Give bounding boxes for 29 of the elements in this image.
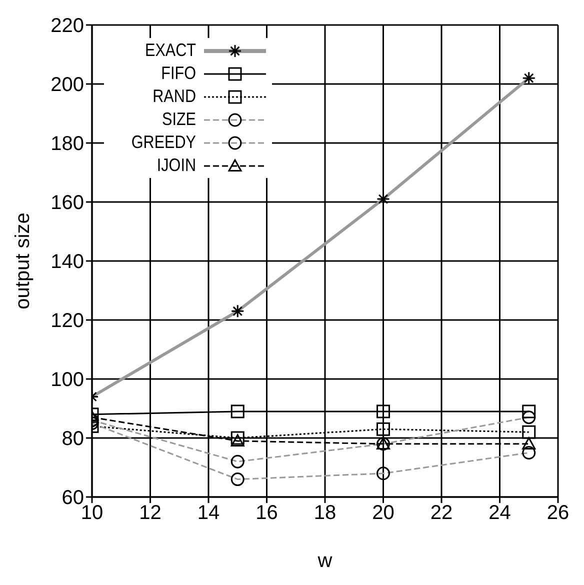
- x-tick-label: 18: [314, 502, 336, 524]
- x-axis-title: w: [316, 550, 333, 572]
- legend-label: EXACT: [144, 40, 196, 61]
- y-tick-label: 80: [62, 428, 84, 450]
- point: [522, 425, 536, 439]
- y-tick-label: 120: [50, 310, 84, 332]
- x-tick-label: 14: [197, 502, 220, 524]
- y-tick-label: 140: [50, 251, 84, 274]
- x-tick-label: 22: [430, 502, 453, 524]
- point: [522, 404, 536, 418]
- legend-label: FIFO: [160, 63, 196, 84]
- y-tick-label: 200: [50, 74, 84, 96]
- point: [522, 437, 536, 450]
- x-tick-label: 24: [488, 502, 511, 524]
- y-tick-label: 220: [50, 15, 84, 38]
- y-axis-title: output size: [12, 212, 34, 310]
- point: [376, 404, 390, 418]
- x-tick-label: 26: [546, 502, 570, 524]
- x-tick-label: 16: [256, 502, 278, 524]
- y-tick-label: 180: [50, 133, 84, 156]
- legend-label: IJOIN: [156, 155, 196, 176]
- x-tick-label: 12: [139, 502, 162, 524]
- legend-label: SIZE: [160, 109, 196, 130]
- x-tick-label: 20: [372, 502, 394, 524]
- y-tick-label: 100: [50, 369, 84, 392]
- point: [376, 422, 390, 436]
- legend-label: RAND: [152, 86, 196, 107]
- legend-label: GREEDY: [130, 132, 196, 153]
- y-tick-label: 160: [50, 192, 84, 214]
